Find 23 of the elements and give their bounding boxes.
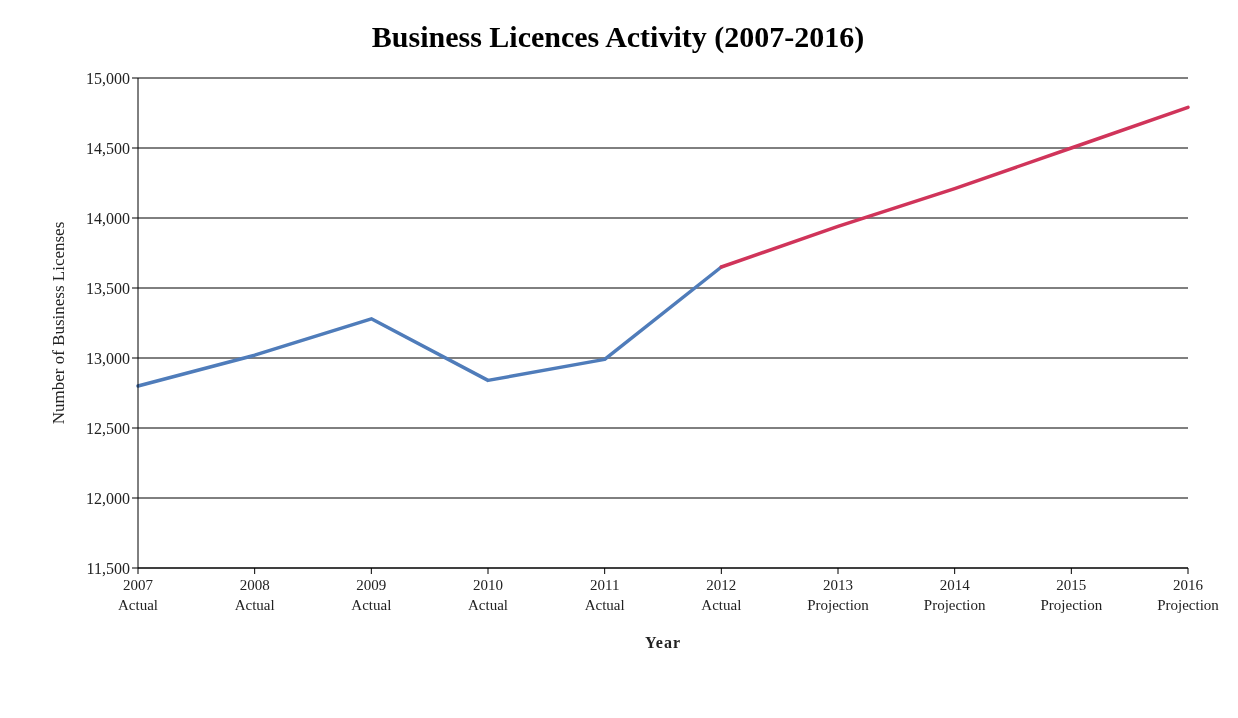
y-tick-label: 12,000: [86, 489, 130, 507]
y-axis-title: Number of Business Licenses: [49, 221, 69, 425]
y-tick-label: 15,000: [86, 69, 130, 87]
x-tick-label: 2011 Actual: [584, 577, 625, 613]
y-tick-label: 12,500: [86, 419, 130, 437]
chart-title: Business Licences Activity (2007-2016): [370, 19, 866, 55]
y-tick-label: 13,000: [86, 349, 130, 367]
x-tick-label: 2015 Projection: [1040, 577, 1103, 613]
x-tick-label: 2008 Actual: [234, 577, 275, 613]
x-tick-label: 2014 Projection: [923, 577, 986, 613]
x-axis-title: Year: [645, 634, 681, 651]
x-tick-label: 2013 Projection: [807, 577, 870, 613]
x-tick-label: 2009 Actual: [351, 577, 392, 613]
x-tick-label: 2007 Actual: [118, 577, 158, 613]
y-tick-label: 13,500: [86, 279, 130, 297]
line-series: [136, 265, 724, 388]
y-tick-label: 14,500: [86, 139, 130, 157]
x-tick-label: 2010 Actual: [468, 577, 508, 613]
x-tick-label: 2016 Projection: [1157, 577, 1220, 613]
y-tick-label: 11,500: [86, 559, 130, 577]
line-series: [719, 105, 1190, 269]
y-tick-label: 14,000: [86, 209, 130, 227]
x-tick-label: 2012 Actual: [701, 577, 742, 613]
